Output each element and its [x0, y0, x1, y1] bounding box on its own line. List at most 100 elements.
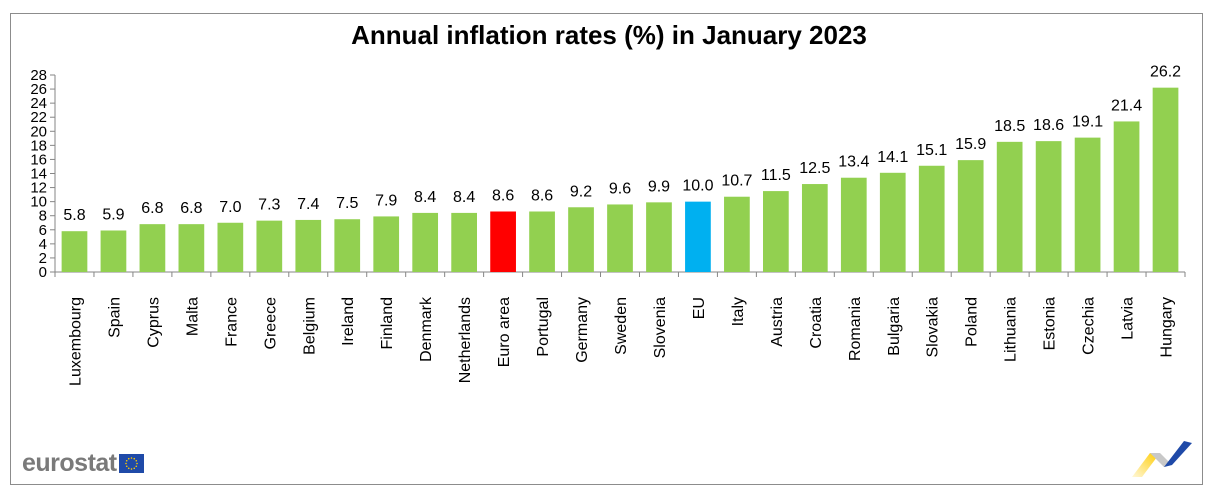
flag-star: [127, 457, 130, 460]
x-tick-label: Germany: [574, 297, 591, 363]
y-tick-label: 12: [30, 180, 47, 197]
data-label: 12.5: [799, 160, 830, 177]
x-tick-label: Finland: [379, 297, 396, 349]
data-label: 6.8: [180, 200, 202, 217]
y-tick-label: 0: [39, 264, 47, 281]
x-tick-label: Portugal: [535, 297, 552, 357]
y-tick-label: 28: [30, 67, 47, 84]
x-tick-label: Estonia: [1042, 297, 1059, 350]
bar-hungary: [1152, 87, 1179, 273]
x-tick-label: Slovakia: [925, 297, 942, 358]
flag-star: [125, 459, 128, 462]
eurostat-ribbon-icon: [1132, 441, 1192, 477]
bar-netherlands: [451, 212, 477, 272]
data-label: 8.4: [414, 189, 436, 206]
data-label: 11.5: [761, 167, 791, 184]
bar-slovenia: [646, 202, 672, 272]
chart-title: Annual inflation rates (%) in January 20…: [351, 20, 867, 50]
data-label: 19.1: [1072, 114, 1103, 131]
x-tick-label: EU: [691, 297, 708, 319]
y-tick-label: 2: [39, 250, 47, 267]
x-tick-label: Latvia: [1120, 297, 1137, 340]
flag-star: [133, 467, 135, 470]
x-axis: [54, 271, 1186, 277]
y-tick-label: 24: [30, 95, 47, 112]
bar-poland: [957, 160, 984, 272]
bar-lithuania: [996, 141, 1023, 272]
bar-finland: [373, 216, 400, 272]
x-tick-label: Slovenia: [652, 297, 669, 358]
data-label: 26.2: [1150, 64, 1181, 81]
bar-spain: [100, 230, 127, 272]
bar-france: [217, 222, 244, 272]
eurostat-logo: eurostat: [22, 449, 144, 478]
data-label: 18.5: [994, 118, 1025, 135]
y-tick-label: 8: [39, 208, 47, 225]
data-labels: 5.8 5.9 6.8 6.8 7.0 7.3 7.4 7.5 7.9 8.4 8.4 8.6 8.6 9…: [63, 64, 1181, 225]
bar-denmark: [412, 212, 439, 272]
x-tick-label: Luxembourg: [67, 297, 84, 386]
data-label: 13.4: [838, 154, 869, 171]
data-label: 7.3: [258, 197, 280, 214]
x-tick-label: Sweden: [613, 297, 630, 355]
x-tick-label: Poland: [964, 297, 981, 347]
ribbon-gray: [1150, 453, 1172, 467]
data-label: 8.6: [531, 187, 553, 204]
x-tick-label: Euro area: [496, 297, 513, 367]
x-tick-label: Italy: [730, 297, 747, 326]
flag-star: [130, 468, 132, 470]
bar-czechia: [1074, 137, 1101, 272]
x-tick-label: Ireland: [340, 297, 357, 346]
x-tick-label: Hungary: [1159, 297, 1176, 357]
data-label: 6.8: [141, 200, 163, 217]
x-tick-label: Belgium: [301, 297, 318, 355]
bar-germany: [568, 207, 594, 272]
bar-latvia: [1113, 121, 1140, 272]
y-tick-label: 10: [30, 194, 47, 211]
flag-star: [135, 459, 137, 462]
x-tick-label: Bulgaria: [886, 297, 903, 356]
flag-star: [135, 465, 137, 468]
bar-euro-area: [490, 211, 516, 272]
bar-greece: [256, 220, 283, 272]
flag-star: [127, 467, 130, 470]
y-tick-label: 26: [30, 81, 47, 98]
bar-austria: [763, 191, 789, 272]
bar-sweden: [607, 204, 633, 272]
bar-portugal: [529, 211, 555, 272]
data-label: 9.2: [570, 183, 592, 200]
data-label: 7.4: [297, 196, 319, 213]
x-tick-label: Croatia: [808, 297, 825, 349]
x-tick-labels: Luxembourg Spain Cyprus Malta France Greece Be…: [67, 296, 1175, 386]
data-label: 18.6: [1033, 117, 1064, 134]
bar-luxembourg: [61, 231, 88, 272]
bar-cyprus: [139, 224, 166, 272]
y-tick-label: 20: [30, 123, 47, 140]
bar-eu: [685, 201, 711, 272]
x-tick-label: Denmark: [418, 296, 435, 362]
data-label: 15.9: [955, 136, 986, 153]
flag-star: [125, 465, 128, 468]
flag-star: [135, 462, 138, 465]
x-tick-label: Spain: [106, 297, 123, 338]
eu-flag-icon: [118, 454, 144, 473]
data-label: 10.0: [682, 178, 713, 195]
x-tick-label: Greece: [262, 297, 279, 350]
x-tick-label: Netherlands: [457, 297, 474, 383]
x-tick-label: Cyprus: [145, 297, 162, 348]
bar-ireland: [334, 219, 361, 272]
y-tick-label: 16: [30, 151, 47, 168]
data-label: 7.9: [375, 192, 397, 209]
data-label: 9.9: [648, 178, 670, 195]
flag-star: [130, 457, 132, 459]
data-label: 15.1: [916, 142, 947, 159]
bar-estonia: [1035, 141, 1062, 272]
data-label: 8.6: [492, 187, 514, 204]
data-label: 7.0: [219, 199, 241, 216]
bar-malta: [178, 224, 205, 272]
x-tick-label: Romania: [847, 297, 864, 361]
data-label: 7.5: [336, 195, 358, 212]
bar-croatia: [801, 184, 828, 272]
y-tick-label: 6: [39, 222, 47, 239]
